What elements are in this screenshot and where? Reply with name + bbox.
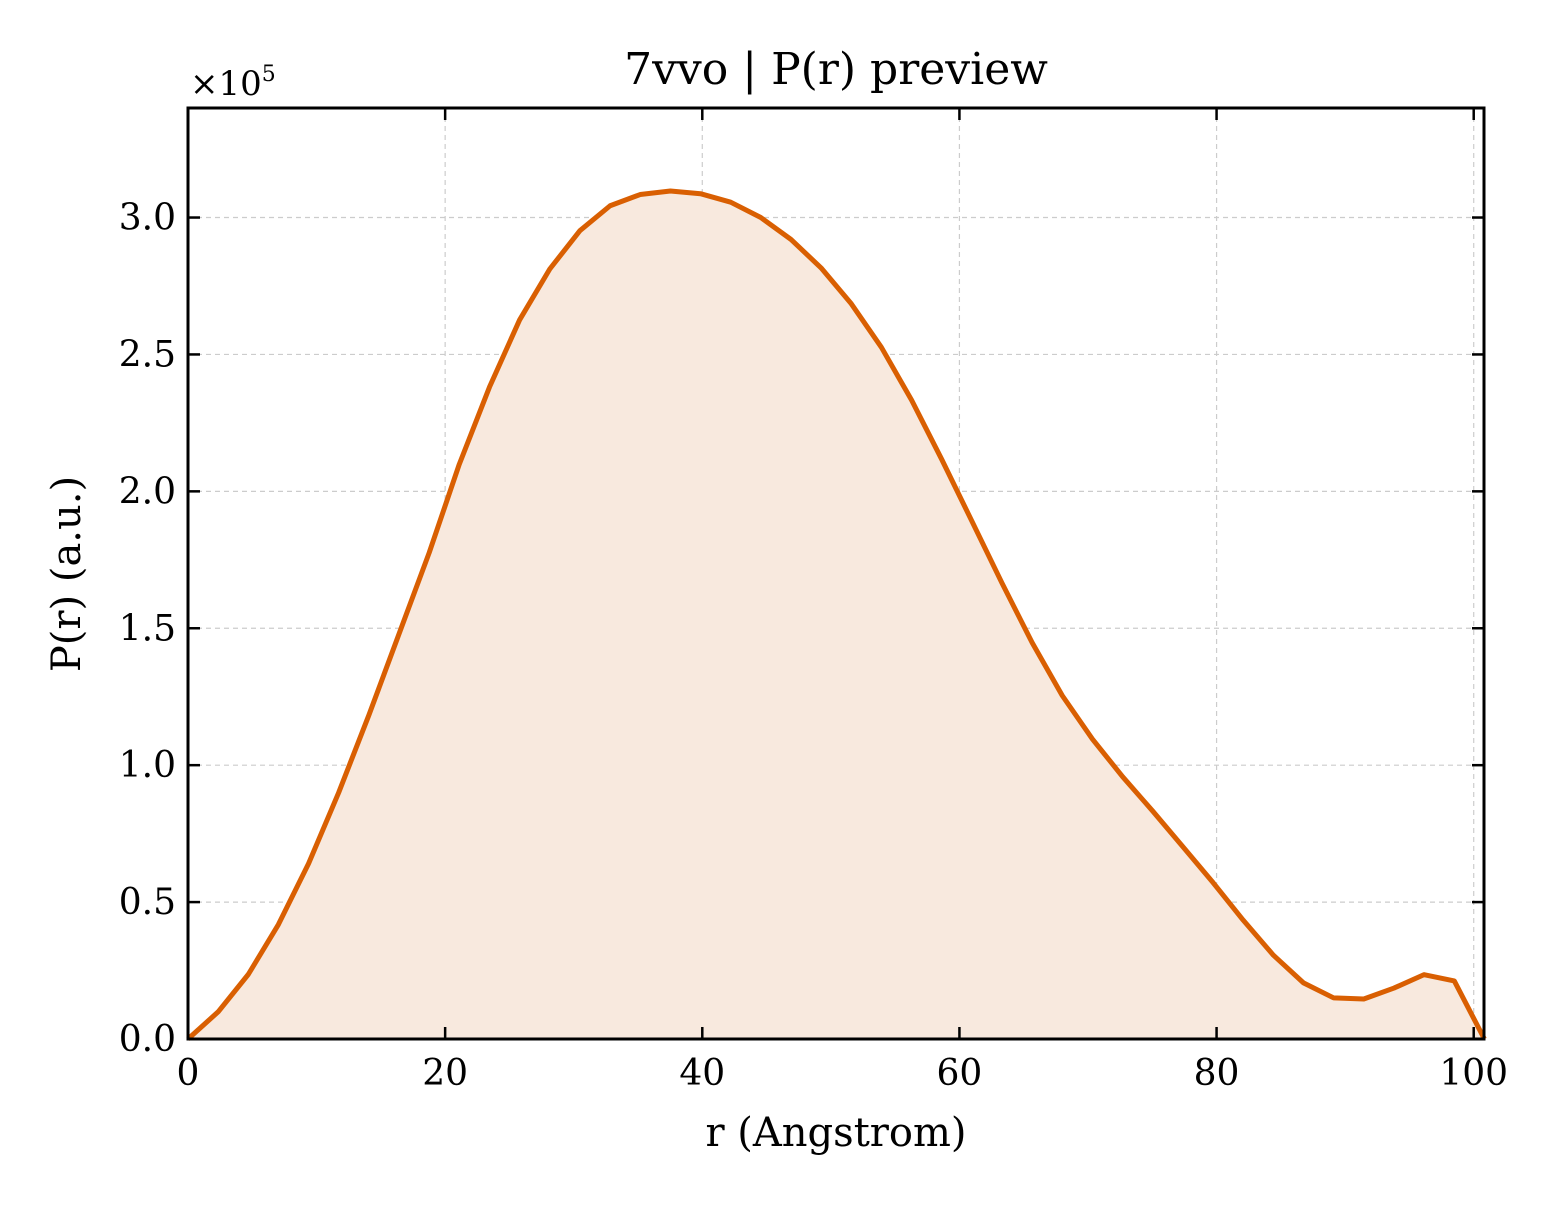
y-tick-label: 1.5 bbox=[119, 608, 176, 649]
x-tick-label: 100 bbox=[1439, 1053, 1508, 1094]
y-tick-label: 2.5 bbox=[119, 334, 176, 375]
y-tick-label: 2.0 bbox=[119, 471, 176, 512]
y-tick-label: 0.5 bbox=[119, 882, 176, 923]
series-line bbox=[186, 188, 1487, 1041]
area-fill bbox=[188, 190, 1485, 1040]
y-offset-label: ×105 bbox=[190, 62, 276, 104]
plot-frame bbox=[186, 106, 1486, 1041]
x-axis-label: r (Angstrom) bbox=[705, 1110, 966, 1156]
y-tick-label: 0.0 bbox=[119, 1019, 176, 1060]
x-tick-label: 60 bbox=[937, 1053, 983, 1094]
y-tick-label: 1.0 bbox=[119, 745, 176, 786]
x-tick-label: 80 bbox=[1194, 1053, 1240, 1094]
chart-title: 7vvo | P(r) preview bbox=[624, 44, 1048, 95]
y-offset-exponent: 5 bbox=[262, 62, 276, 87]
x-tick-label: 0 bbox=[177, 1053, 200, 1094]
y-axis-label: P(r) (a.u.) bbox=[44, 476, 90, 672]
y-tick-label: 3.0 bbox=[119, 198, 176, 239]
y-offset-base: ×10 bbox=[190, 64, 262, 104]
x-tick-label: 40 bbox=[679, 1053, 725, 1094]
ticks: 0 20 40 60 80 100 0.0 0.5 1.0 1.5 2.0 2.5 3.0 bbox=[119, 108, 1508, 1094]
x-tick-label: 20 bbox=[422, 1053, 468, 1094]
